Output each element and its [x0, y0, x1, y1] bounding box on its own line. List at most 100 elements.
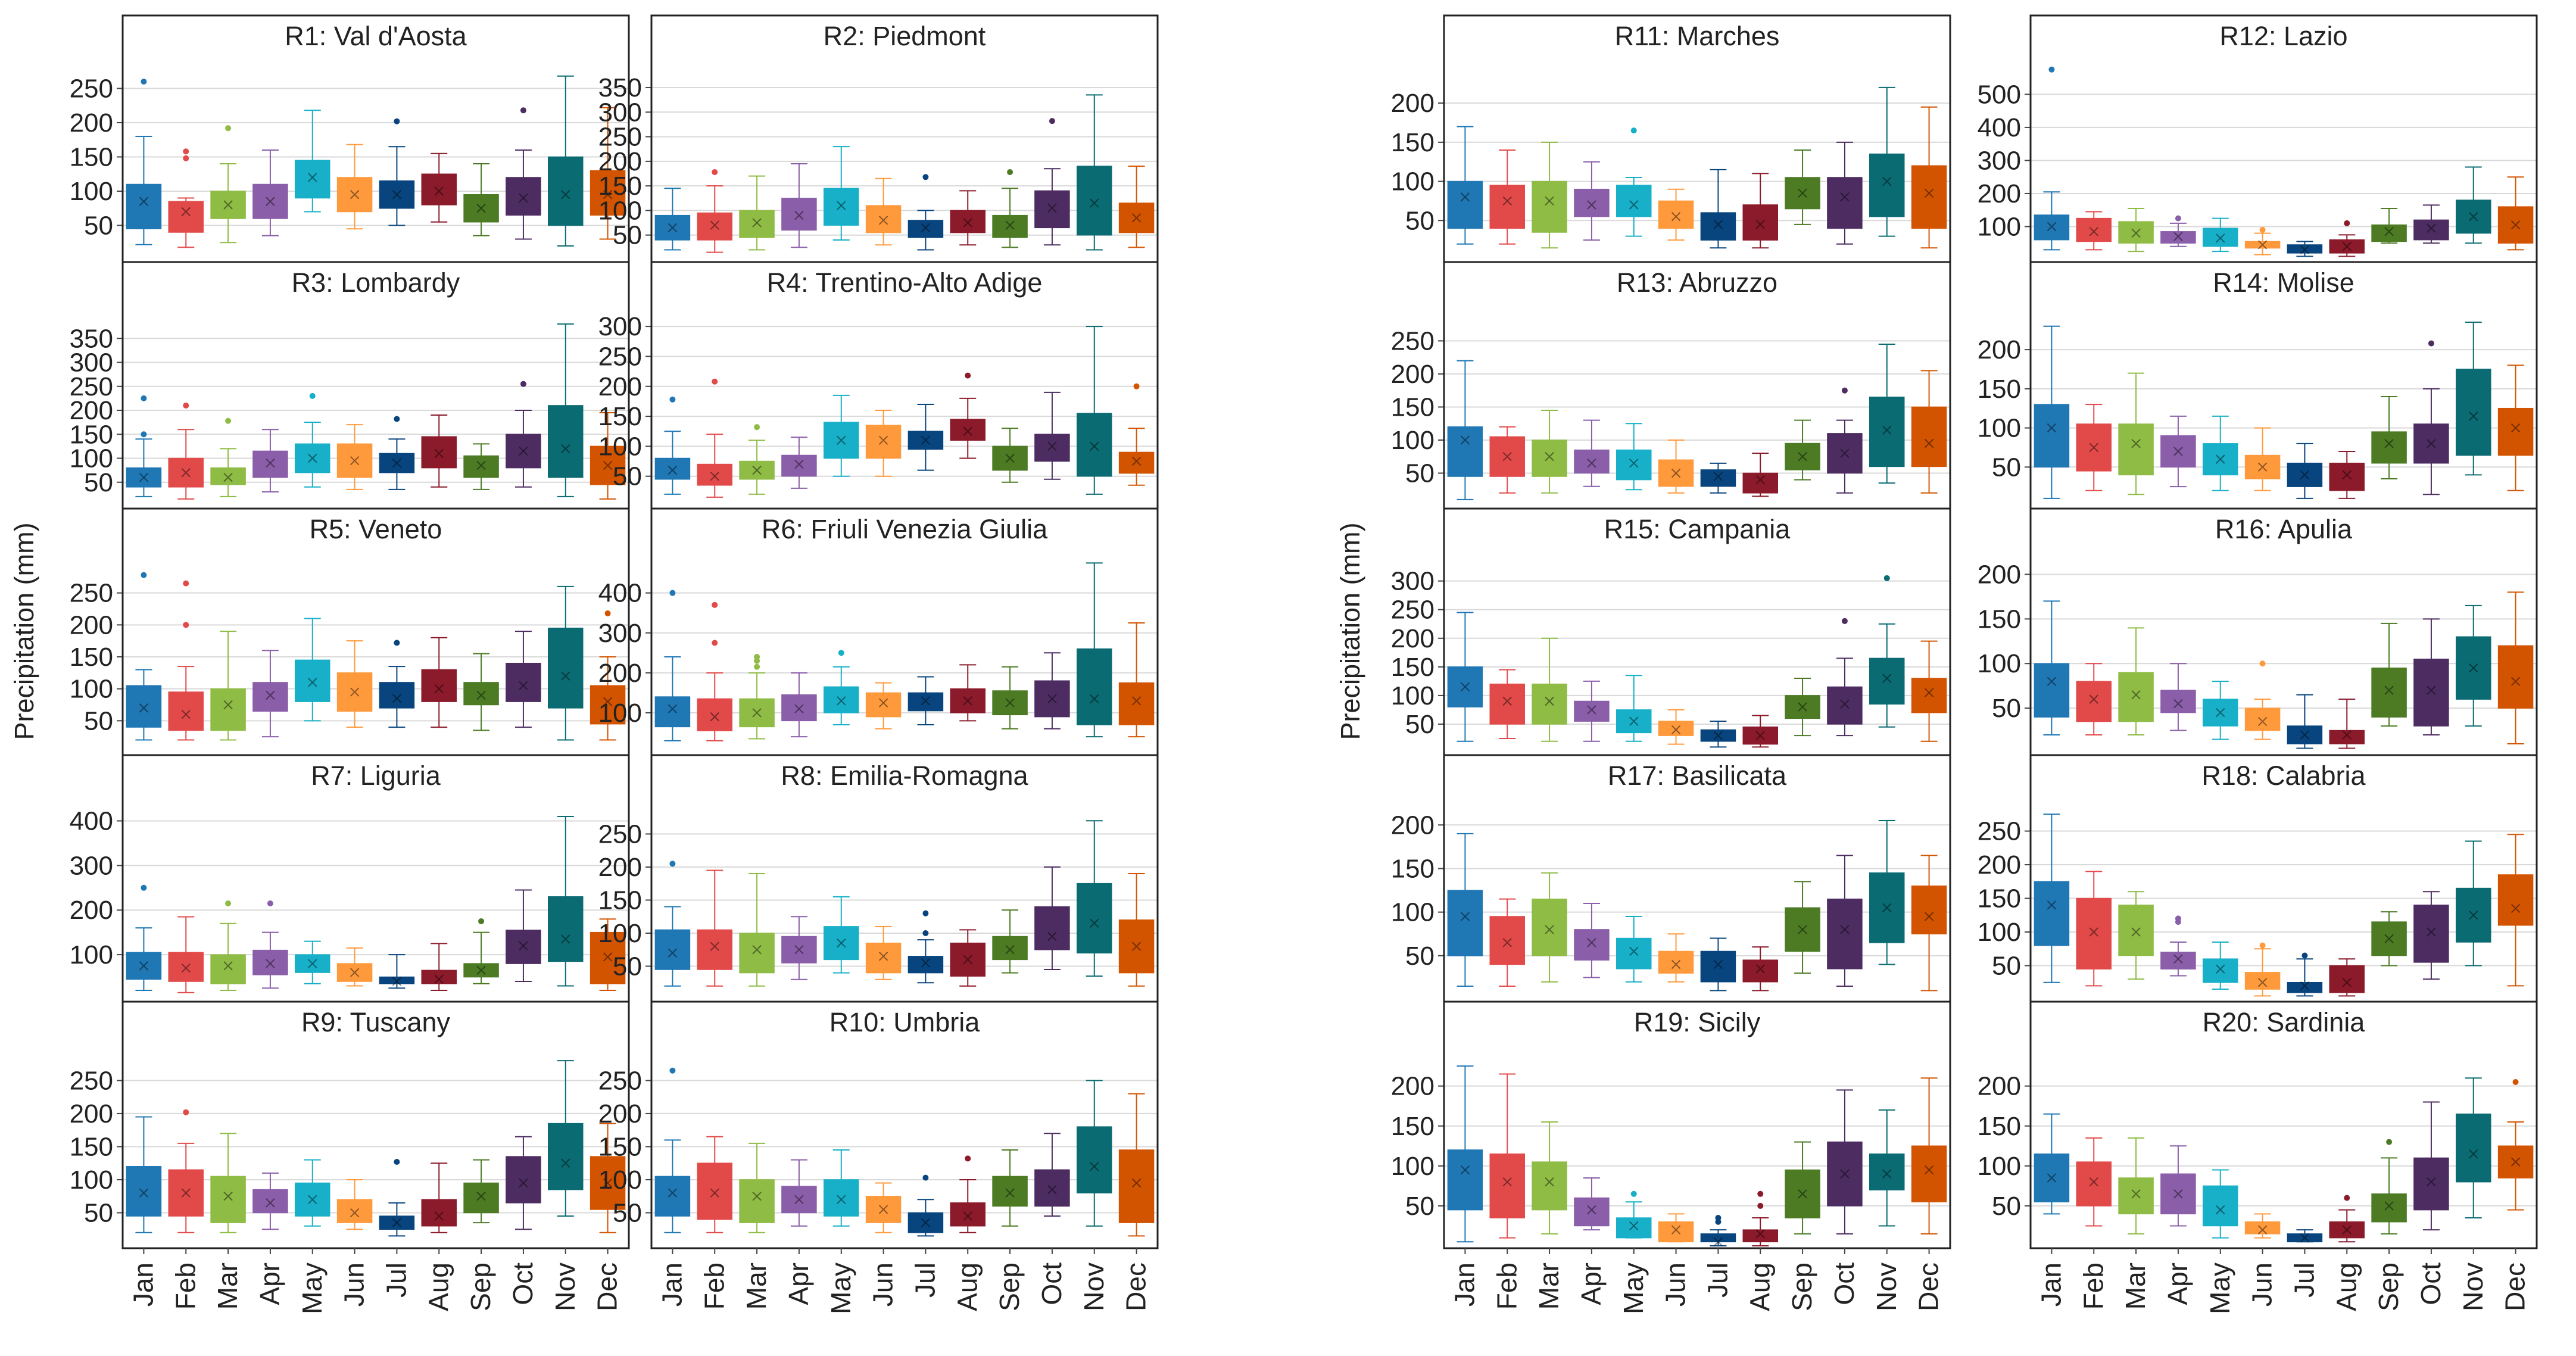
box-iqr: [865, 942, 902, 974]
box-sep: [2371, 622, 2407, 727]
box-mar: [210, 900, 246, 992]
box-iqr: [2034, 1153, 2070, 1202]
x-tick-label-aug: Aug: [1744, 1263, 1775, 1311]
x-tick-label-sep: Sep: [465, 1263, 496, 1311]
box-feb: [2076, 404, 2112, 491]
box-jul: [379, 954, 415, 989]
y-tick-label: 200: [1391, 360, 1434, 389]
box-iqr: [252, 949, 288, 975]
box-iqr: [2371, 224, 2407, 242]
box-iqr: [2497, 874, 2534, 926]
box-jun: [2244, 942, 2281, 997]
mean-marker: [519, 193, 528, 203]
box-may: [824, 896, 859, 974]
box-iqr: [2244, 707, 2281, 731]
y-tick-label: 100: [1391, 681, 1434, 710]
y-tick-label: 100: [1978, 1152, 2021, 1181]
mean-marker: [392, 694, 402, 703]
mean-marker: [1131, 456, 1142, 466]
box-iqr: [1869, 397, 1905, 467]
box-iqr: [1785, 695, 1820, 719]
box-iqr: [252, 183, 288, 219]
outlier-point: [225, 417, 232, 424]
box-iqr: [379, 682, 415, 709]
box-oct: [2413, 340, 2449, 495]
y-tick-label: 150: [1978, 884, 2021, 914]
box-feb: [1489, 149, 1525, 245]
outlier-point: [604, 610, 611, 617]
box-iqr: [210, 688, 246, 731]
box-may: [824, 394, 859, 477]
box-jun: [865, 177, 902, 246]
mean-marker: [921, 223, 931, 233]
x-tick-label-apr: Apr: [1576, 1263, 1607, 1305]
box-mar: [2118, 372, 2154, 495]
mean-marker: [2300, 730, 2310, 740]
mean-marker: [1882, 176, 1892, 186]
box-feb: [1489, 1073, 1525, 1239]
box-may: [295, 110, 330, 213]
mean-marker: [1502, 196, 1512, 206]
y-tick-label: 50: [1992, 952, 2021, 981]
panel-title: R12: Lazio: [2219, 21, 2347, 51]
mean-marker: [561, 1158, 570, 1168]
mean-marker: [476, 204, 486, 213]
panel-title: R15: Campania: [1604, 514, 1791, 544]
mean-marker: [2510, 1157, 2521, 1167]
panel-14: 50 100 150 200 R14: Molise: [1978, 261, 2538, 510]
box-jul: [2287, 241, 2323, 257]
box-jun: [336, 144, 373, 230]
mean-marker: [2342, 1225, 2352, 1235]
box-may: [295, 940, 330, 984]
mean-marker: [1587, 459, 1596, 468]
box-apr: [1574, 680, 1610, 742]
outlier-point: [754, 654, 760, 660]
box-iqr: [1034, 434, 1070, 462]
outlier-point: [712, 378, 718, 385]
box-oct: [2413, 891, 2449, 980]
box-dec: [590, 918, 626, 992]
box-apr: [2160, 915, 2196, 977]
outlier-point: [141, 395, 147, 401]
y-tick-label: 50: [1405, 459, 1434, 488]
mean-marker: [1755, 475, 1765, 485]
mean-marker: [752, 1192, 762, 1201]
box-dec: [2497, 364, 2534, 491]
outlier-point: [2259, 227, 2266, 233]
mean-marker: [561, 671, 570, 681]
mean-marker: [2131, 1189, 2141, 1199]
box-iqr: [336, 1199, 373, 1223]
box-iqr: [2497, 407, 2534, 456]
box-feb: [697, 1136, 732, 1233]
box-iqr: [506, 1156, 541, 1204]
y-tick-label: 300: [70, 348, 113, 378]
mean-marker: [2469, 412, 2478, 421]
box-iqr: [1827, 433, 1863, 474]
box-nov: [1869, 86, 1905, 237]
mean-marker: [2216, 964, 2225, 974]
box-iqr: [1574, 929, 1610, 961]
mean-marker: [1005, 220, 1015, 230]
box-iqr: [2034, 404, 2070, 468]
box-jun: [2244, 227, 2281, 255]
y-tick-label: 50: [84, 468, 113, 497]
box-iqr: [2329, 965, 2365, 993]
mean-marker: [1840, 448, 1850, 458]
mean-marker: [1924, 688, 1934, 697]
box-mar: [739, 873, 775, 987]
box-nov: [1077, 326, 1112, 495]
mean-marker: [350, 190, 360, 199]
mean-marker: [921, 958, 931, 968]
box-iqr: [548, 156, 584, 226]
box-may: [2203, 217, 2238, 253]
box-iqr: [1574, 1197, 1610, 1227]
box-mar: [210, 631, 246, 741]
mean-marker: [2469, 663, 2478, 673]
box-dec: [1911, 640, 1947, 742]
mean-marker: [1671, 959, 1681, 970]
box-iqr: [210, 954, 246, 984]
mean-marker: [1671, 1225, 1681, 1235]
x-tick-label-oct: Oct: [2415, 1263, 2446, 1305]
box-jul: [1700, 169, 1736, 249]
